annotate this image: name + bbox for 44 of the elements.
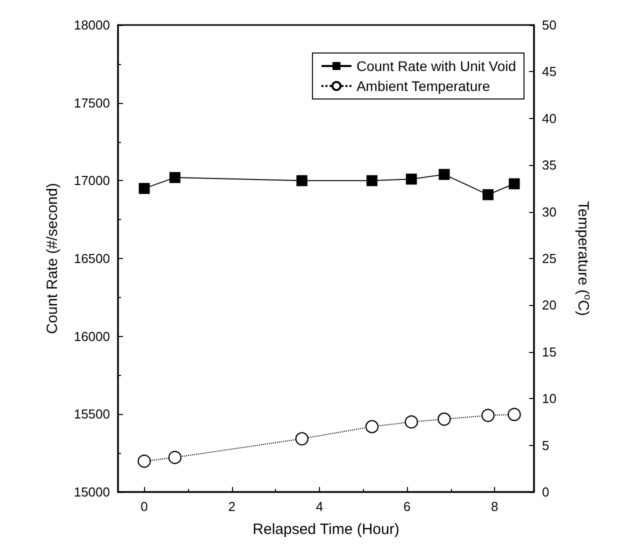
y2-tick-label: 0 (542, 484, 550, 500)
point (366, 175, 378, 186)
legend-label: Count Rate with Unit Void (356, 58, 516, 74)
y2-tick-label: 15 (542, 344, 556, 360)
y2-axis-title: Temperature (oC) (574, 201, 592, 316)
point (482, 189, 494, 200)
y2-tick-label: 5 (542, 438, 550, 453)
point (438, 168, 450, 180)
y-tick-label: 15000 (74, 484, 110, 500)
point (365, 420, 379, 434)
x-tick-label: 4 (316, 499, 324, 514)
legend-label: Ambient Temperature (356, 78, 490, 94)
point (138, 182, 150, 194)
y-axis-title: Count Rate (#/second) (44, 183, 61, 334)
y2-tick-label: 40 (542, 110, 556, 126)
y-tick-label: 16500 (74, 251, 110, 266)
x-tick-label: 2 (228, 499, 236, 514)
x-axis-title: Relapsed Time (Hour) (252, 521, 400, 538)
point (438, 412, 451, 426)
point (481, 408, 495, 422)
y-tick-label: 17500 (74, 95, 110, 110)
x-tick-label: 6 (403, 499, 411, 514)
point (404, 415, 418, 429)
y-tick-label: 15500 (74, 406, 110, 422)
y2-tick-label: 35 (542, 158, 556, 173)
y2-tick-label: 45 (542, 64, 556, 80)
point (406, 174, 417, 185)
point (169, 172, 180, 184)
point (295, 432, 309, 446)
y2-tick-label: 50 (542, 18, 556, 32)
point (168, 450, 182, 464)
point (508, 178, 520, 190)
y2-tick-label: 10 (542, 391, 556, 406)
point (296, 175, 308, 186)
y2-tick-label: 20 (542, 298, 556, 313)
y-tick-label: 16000 (74, 328, 110, 344)
y-tick-label: 18000 (74, 18, 110, 32)
point (508, 408, 521, 422)
x-tick-label: 8 (490, 499, 498, 514)
x-tick-label: 0 (140, 499, 148, 514)
y2-tick-label: 25 (542, 251, 556, 266)
point (138, 454, 151, 468)
y-tick-label: 17000 (74, 173, 110, 188)
y2-tick-label: 30 (542, 204, 556, 220)
